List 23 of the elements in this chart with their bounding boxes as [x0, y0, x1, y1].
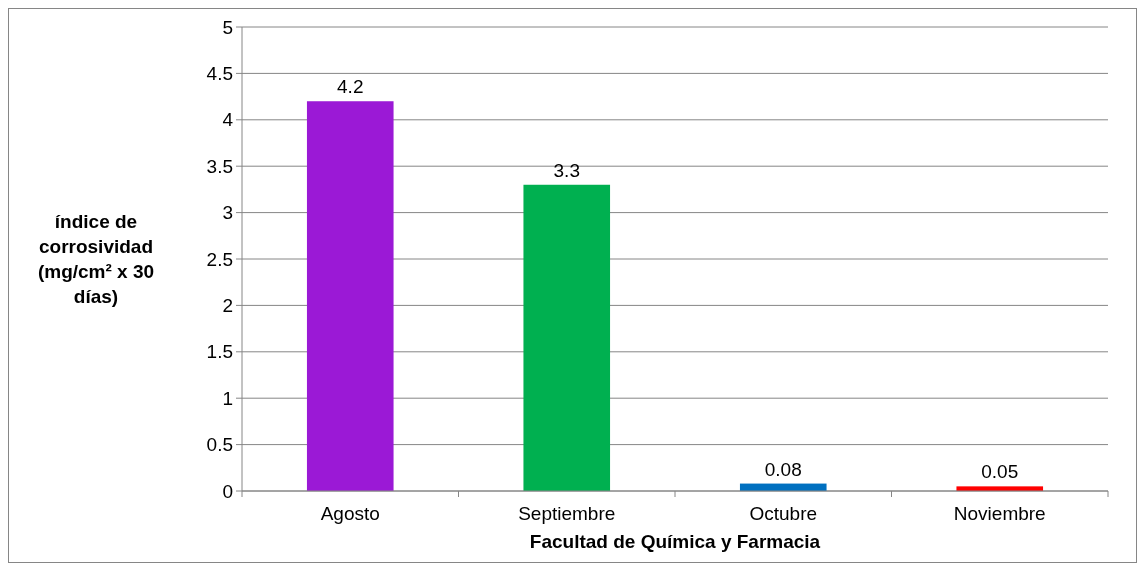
y-tick-label: 2 [222, 295, 233, 317]
y-tick-label: 1.5 [206, 341, 233, 363]
y-tick-label: 0.5 [206, 434, 233, 456]
y-tick-label: 4.5 [206, 63, 233, 85]
y-tick-label: 3.5 [206, 155, 233, 177]
x-axis-title: Facultad de Química y Farmacia [529, 531, 821, 552]
y-tick-label: 1 [222, 387, 233, 409]
y-tick-label: 4 [222, 109, 234, 131]
bar [523, 184, 611, 491]
x-tick-label: Agosto [320, 503, 380, 524]
data-label: 0.08 [764, 458, 802, 480]
y-tick-label: 2.5 [206, 248, 233, 270]
x-tick-label: Octubre [749, 503, 818, 524]
y-axis-title: índice de corrosividad (mg/cm² x 30 días) [37, 211, 155, 308]
x-tick-label: Noviembre [953, 503, 1046, 524]
data-label: 3.3 [553, 159, 580, 181]
data-label: 0.05 [981, 461, 1019, 483]
data-label: 4.2 [337, 76, 364, 98]
y-tick-label: 5 [222, 16, 233, 38]
bar [306, 101, 394, 491]
x-tick-label: Septiembre [518, 503, 616, 524]
y-tick-label: 0 [222, 480, 233, 502]
y-tick-label: 3 [222, 202, 233, 224]
